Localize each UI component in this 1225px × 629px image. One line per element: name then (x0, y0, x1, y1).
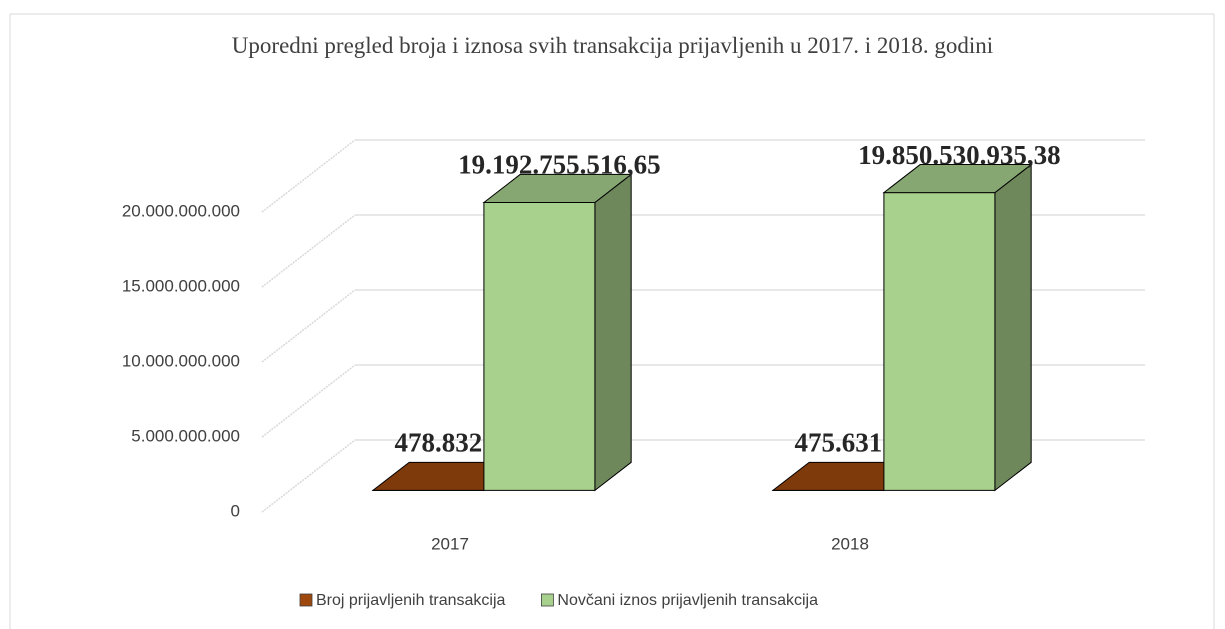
chart-border (9, 13, 1215, 629)
legend-swatch (299, 593, 313, 607)
grid-line-side (261, 214, 356, 288)
grid-line-side (261, 289, 356, 363)
bar (882, 163, 1033, 492)
x-tick-label: 2017 (431, 534, 469, 553)
chart-title: Uporedni pregled broja i iznosa svih tra… (231, 33, 994, 58)
bar-front (883, 192, 996, 491)
bar-front (483, 202, 596, 491)
bar-side (594, 173, 632, 492)
value-label: 475.631 (795, 428, 883, 458)
value-label: 19.192.755.516,65 (458, 150, 661, 180)
value-label: 478.832 (395, 428, 483, 458)
value-label: 19.850.530.935,38 (858, 140, 1061, 170)
bar-top (482, 173, 633, 204)
y-tick-label: 10.000.000.000 (122, 351, 240, 370)
bar-side (994, 163, 1032, 492)
y-tick-label: 5.000.000.000 (131, 426, 240, 445)
legend-label: Novčani iznos prijavljenih transakcija (557, 592, 818, 609)
y-tick-label: 20.000.000.000 (122, 201, 240, 220)
grid-line-side (261, 364, 356, 438)
grid-line-side (261, 439, 356, 513)
y-tick-label: 0 (231, 501, 240, 520)
x-tick-label: 2018 (831, 534, 869, 553)
grid-line-side (261, 139, 356, 213)
bar-top (882, 164, 1033, 194)
y-tick-label: 15.000.000.000 (122, 276, 240, 295)
legend-label: Broj prijavljenih transakcija (316, 592, 506, 609)
legend-swatch (541, 593, 554, 607)
bar (482, 173, 633, 492)
